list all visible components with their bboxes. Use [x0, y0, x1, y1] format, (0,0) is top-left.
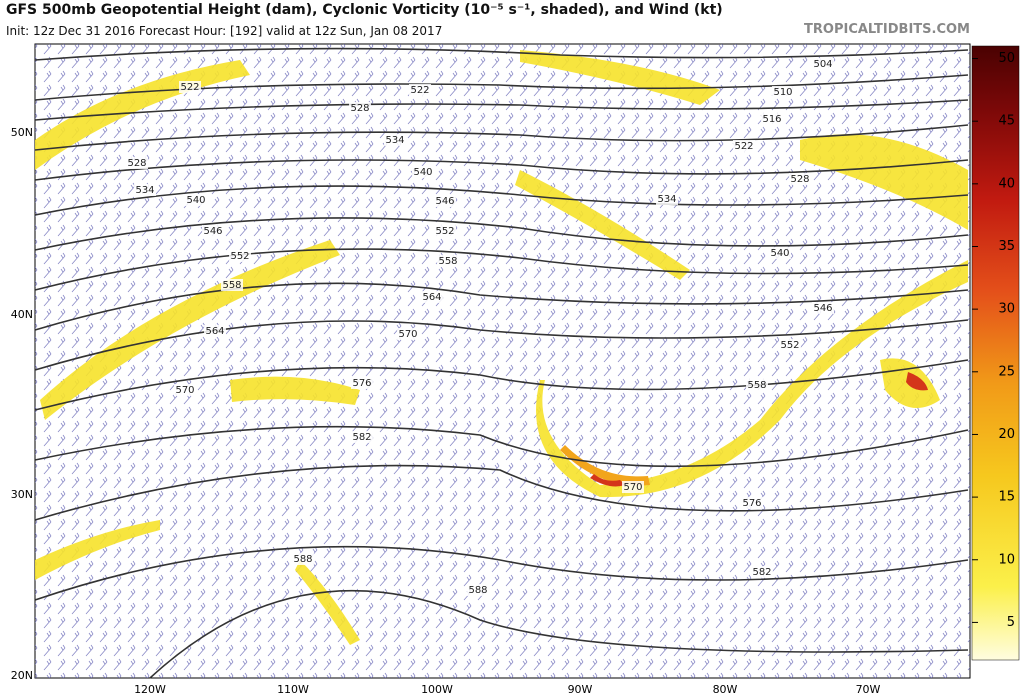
contour-label-bg: [185, 194, 207, 206]
contour-label: 582: [352, 432, 371, 443]
contour-label-bg: [769, 247, 791, 259]
contour-label: 570: [175, 385, 194, 396]
contour-label: 522: [410, 85, 429, 96]
contour-label: 558: [747, 380, 766, 391]
contour-label-bg: [741, 497, 763, 509]
contour-label: 534: [385, 135, 404, 146]
contour-label-bg: [779, 339, 801, 351]
contour-label-bg: [174, 384, 196, 396]
contour-label: 588: [293, 554, 312, 565]
lat-label: 50N: [11, 126, 33, 139]
lon-label: 80W: [713, 683, 738, 696]
contour-label: 546: [813, 303, 832, 314]
contour-label-bg: [204, 325, 226, 337]
contour-label: 534: [135, 185, 154, 196]
contour-label: 564: [422, 292, 441, 303]
contour-label: 558: [222, 280, 241, 291]
contour-label-bg: [134, 184, 156, 196]
contour-label: 564: [205, 326, 224, 337]
contour-label: 522: [180, 82, 199, 93]
lon-label: 90W: [568, 683, 593, 696]
contour-label: 510: [773, 87, 792, 98]
contour-label: 570: [623, 482, 642, 493]
contour-label: 582: [752, 567, 771, 578]
contour-label-bg: [812, 302, 834, 314]
contour-label: 546: [203, 226, 222, 237]
contour-label-bg: [434, 195, 456, 207]
contour-label-bg: [349, 102, 371, 114]
lat-label: 40N: [11, 308, 33, 321]
colorbar-tick-label: 40: [998, 176, 1015, 191]
contour-label-bg: [751, 566, 773, 578]
contour-label-bg: [622, 481, 644, 493]
contour-label-bg: [761, 113, 783, 125]
contour-label-bg: [789, 173, 811, 185]
contour-label: 522: [734, 141, 753, 152]
contour-label: 540: [770, 248, 789, 259]
contour-label: 528: [790, 174, 809, 185]
contour-label-bg: [656, 193, 678, 205]
title: GFS 500mb Geopotential Height (dam), Cyc…: [6, 2, 723, 18]
colorbar-tick-label: 10: [998, 552, 1015, 567]
contour-label: 516: [762, 114, 781, 125]
lon-label: 100W: [421, 683, 453, 696]
contour-label: 552: [230, 251, 249, 262]
contour-label: 588: [468, 585, 487, 596]
contour-label: 534: [657, 194, 676, 205]
contour-label-bg: [733, 140, 755, 152]
contour-label: 528: [127, 158, 146, 169]
contour-label-bg: [409, 84, 431, 96]
contour-label-bg: [434, 225, 456, 237]
colorbar-tick-label: 50: [998, 51, 1015, 66]
contour-label: 552: [780, 340, 799, 351]
lon-label: 120W: [134, 683, 166, 696]
contour-label: 540: [413, 167, 432, 178]
colorbar: [971, 45, 1020, 661]
colorbar-tick-label: 25: [998, 364, 1015, 379]
contour-label-bg: [746, 379, 768, 391]
contour-label: 576: [742, 498, 761, 509]
colorbar-tick-label: 15: [998, 490, 1015, 505]
map: 522 522 528 534 540 546 552 558 564 570 576 582 570 5…: [34, 43, 971, 679]
lat-label: 20N: [11, 669, 33, 682]
contour-label-bg: [437, 255, 459, 267]
contour-label: 576: [352, 378, 371, 389]
contour-label-bg: [179, 81, 201, 93]
contour-label: 552: [435, 226, 454, 237]
contour-label: 570: [398, 329, 417, 340]
contour-label-bg: [221, 279, 243, 291]
colorbar-tick-label: 30: [998, 302, 1015, 317]
contour-label-bg: [467, 584, 489, 596]
vorticity-shading: [35, 50, 968, 645]
height-contours: [34, 47, 969, 679]
lon-label: 70W: [856, 683, 881, 696]
contour-label: 540: [186, 195, 205, 206]
contour-label-bg: [772, 86, 794, 98]
source: TROPICALTIDBITS.COM: [804, 22, 970, 37]
contour-label-bg: [812, 58, 834, 70]
contour-label-bg: [229, 250, 251, 262]
contour-label-bg: [397, 328, 419, 340]
contour-label-bg: [384, 134, 406, 146]
contour-label-bg: [421, 291, 443, 303]
contour-label-bg: [292, 553, 314, 565]
colorbar-tick-label: 45: [998, 114, 1015, 129]
contour-label-bg: [126, 157, 148, 169]
contour-label-bg: [412, 166, 434, 178]
lon-label: 110W: [277, 683, 309, 696]
contour-label: 504: [813, 59, 832, 70]
contour-label: 558: [438, 256, 457, 267]
contour-label-bg: [202, 225, 224, 237]
subtitle: Init: 12z Dec 31 2016 Forecast Hour: [19…: [6, 24, 442, 38]
lat-label: 30N: [11, 488, 33, 501]
contour-label-bg: [351, 377, 373, 389]
contour-label: 528: [350, 103, 369, 114]
colorbar-tick-label: 20: [998, 427, 1015, 442]
contour-label: 546: [435, 196, 454, 207]
contour-label-bg: [351, 431, 373, 443]
colorbar-tick-label: 5: [1007, 615, 1015, 630]
colorbar-tick-label: 35: [998, 239, 1015, 254]
